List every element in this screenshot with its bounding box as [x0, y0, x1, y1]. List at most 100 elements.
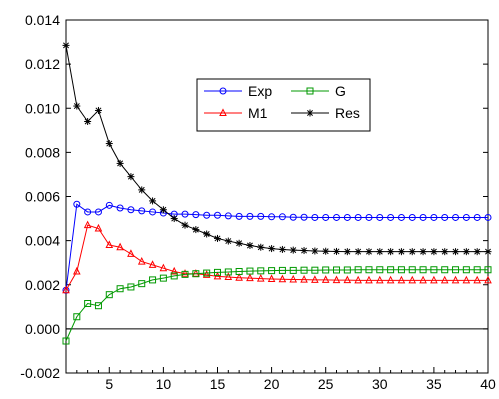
star-stroke [398, 248, 405, 255]
data-point [354, 275, 362, 284]
legend-label: G [335, 83, 346, 99]
data-point [149, 276, 157, 284]
legend-item-m1: M1 [204, 105, 268, 121]
data-point [83, 220, 92, 229]
data-point [376, 248, 384, 256]
star-stroke [355, 248, 362, 255]
data-point [116, 285, 124, 293]
data-point [116, 159, 124, 167]
data-point [473, 275, 481, 284]
data-point [203, 269, 211, 277]
data-point [268, 245, 276, 253]
data-point [170, 272, 178, 280]
data-point [84, 208, 92, 216]
star-stroke [268, 245, 275, 252]
data-point [170, 215, 178, 223]
star-stroke [322, 248, 329, 255]
star-stroke [203, 231, 210, 237]
star-stroke [117, 160, 124, 167]
star-stroke [376, 248, 383, 255]
series-m1 [62, 220, 492, 294]
data-point [354, 248, 362, 256]
data-point [73, 266, 81, 275]
data-point [62, 337, 70, 345]
star-stroke [160, 206, 167, 213]
x-tick-label: 25 [318, 376, 334, 392]
data-point [332, 275, 341, 284]
data-point [94, 106, 102, 114]
data-point [473, 248, 481, 256]
data-point [127, 173, 135, 181]
data-point [94, 302, 102, 310]
data-point [159, 206, 167, 214]
data-point [137, 256, 146, 265]
data-point [192, 226, 200, 234]
star-stroke [149, 197, 156, 204]
data-point [300, 247, 308, 255]
data-point [105, 140, 113, 148]
data-point [430, 275, 438, 284]
data-point [387, 213, 395, 221]
data-point [354, 213, 362, 221]
data-point [311, 266, 319, 274]
star-stroke [63, 42, 69, 49]
data-point [278, 266, 286, 274]
data-point [138, 186, 146, 194]
star-stroke [344, 248, 351, 255]
data-point [235, 212, 243, 220]
data-point [484, 275, 492, 284]
star-stroke [463, 248, 470, 255]
star-stroke [485, 248, 491, 255]
data-point [62, 285, 70, 294]
data-point [289, 274, 298, 283]
y-tick-label: 0.014 [25, 12, 60, 28]
star-stroke [430, 248, 437, 255]
star-stroke [73, 103, 80, 110]
star-stroke [257, 244, 264, 251]
data-point [267, 274, 276, 283]
y-tick-label: 0.002 [25, 277, 60, 293]
y-axis: -0.002 0.000 0.002 0.004 0.006 0.008 0.010 0.01… [20, 12, 488, 381]
y-tick-label: 0.000 [25, 321, 60, 337]
data-point [159, 274, 167, 282]
data-point [257, 243, 265, 251]
legend-label: M1 [248, 105, 268, 121]
data-point [333, 266, 341, 274]
data-point [181, 270, 189, 278]
data-point [376, 213, 384, 221]
data-point [203, 230, 211, 238]
data-point [257, 212, 265, 220]
data-point [246, 267, 254, 275]
data-point [484, 213, 492, 221]
data-point [181, 210, 189, 218]
data-point [311, 247, 319, 255]
star-stroke [127, 173, 134, 180]
data-point [219, 108, 227, 116]
star-stroke [333, 248, 340, 255]
data-point [170, 266, 179, 275]
data-point [462, 266, 470, 274]
data-point [397, 275, 406, 284]
data-point [484, 266, 492, 274]
data-point [333, 247, 341, 255]
data-point [419, 213, 427, 221]
series-res [62, 41, 492, 256]
plot-frame [65, 19, 489, 374]
data-point [462, 275, 471, 284]
data-point [387, 266, 395, 274]
data-point [149, 208, 157, 216]
data-point [343, 275, 352, 284]
y-tick-label: 0.004 [25, 233, 60, 249]
data-point [440, 275, 449, 284]
data-point [408, 248, 416, 256]
data-point [289, 246, 297, 254]
data-point [306, 109, 314, 117]
data-point [462, 248, 470, 256]
data-point [462, 213, 470, 221]
data-point [268, 267, 276, 275]
data-point [365, 213, 373, 221]
data-point [181, 221, 189, 229]
series-g [62, 266, 492, 345]
data-point [452, 248, 460, 256]
